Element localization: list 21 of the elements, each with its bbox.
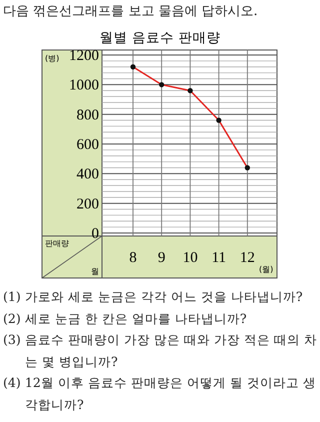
- x-tick-label: 10: [182, 250, 198, 266]
- text: 판매량: [45, 239, 69, 248]
- x-tick-label: 9: [158, 250, 166, 266]
- x-axis-title: (월): [259, 265, 274, 274]
- y-axis-title: (병): [45, 54, 60, 63]
- text: (3) 음료수 판매량이 가장 많은 때와 가장 적은 때의 차는 몇 병입니까?: [3, 331, 318, 370]
- y-tick-label: 1000: [69, 78, 99, 94]
- text: 다음 꺾은선그래프를 보고 물음에 답하시오.: [3, 3, 258, 20]
- y-tick-label: 200: [76, 196, 99, 212]
- y-tick-label: 800: [76, 107, 99, 124]
- text: (4) 12월 이후 음료수 판매량은 어떻게 될 것이라고 생각합니까?: [3, 374, 317, 414]
- chart-title: 월별 음료수 판매량: [100, 30, 220, 46]
- y-tick-label: 1200: [69, 48, 99, 64]
- text: 월: [91, 267, 99, 276]
- x-tick-label: 12: [240, 250, 255, 266]
- x-tick-label: 8: [129, 250, 137, 266]
- text: (1) 가로와 세로 눈금은 각각 어느 것을 나타냅니까?: [3, 288, 304, 306]
- y-tick-label: 600: [76, 137, 99, 153]
- text: (2) 세로 눈금 한 칸은 얼마를 나타냅니까?: [3, 310, 248, 328]
- x-tick-label: 11: [212, 250, 226, 266]
- y-tick-label: 400: [76, 166, 99, 183]
